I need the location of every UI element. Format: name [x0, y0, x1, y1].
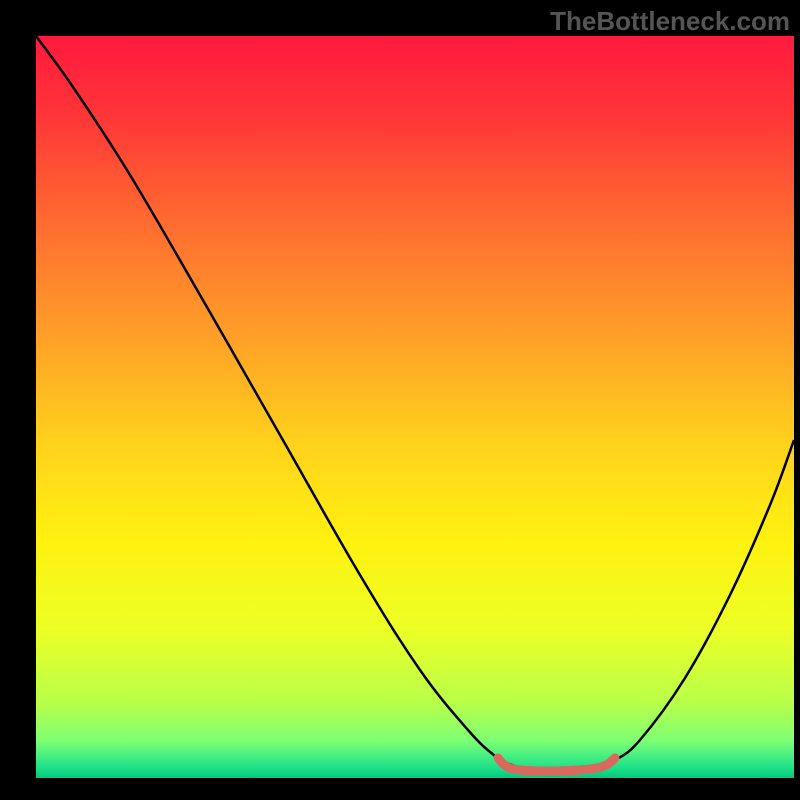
plot-area-gradient: [36, 36, 794, 778]
watermark-text: TheBottleneck.com: [550, 6, 790, 37]
chart-svg: [0, 0, 800, 800]
chart-container: TheBottleneck.com: [0, 0, 800, 800]
